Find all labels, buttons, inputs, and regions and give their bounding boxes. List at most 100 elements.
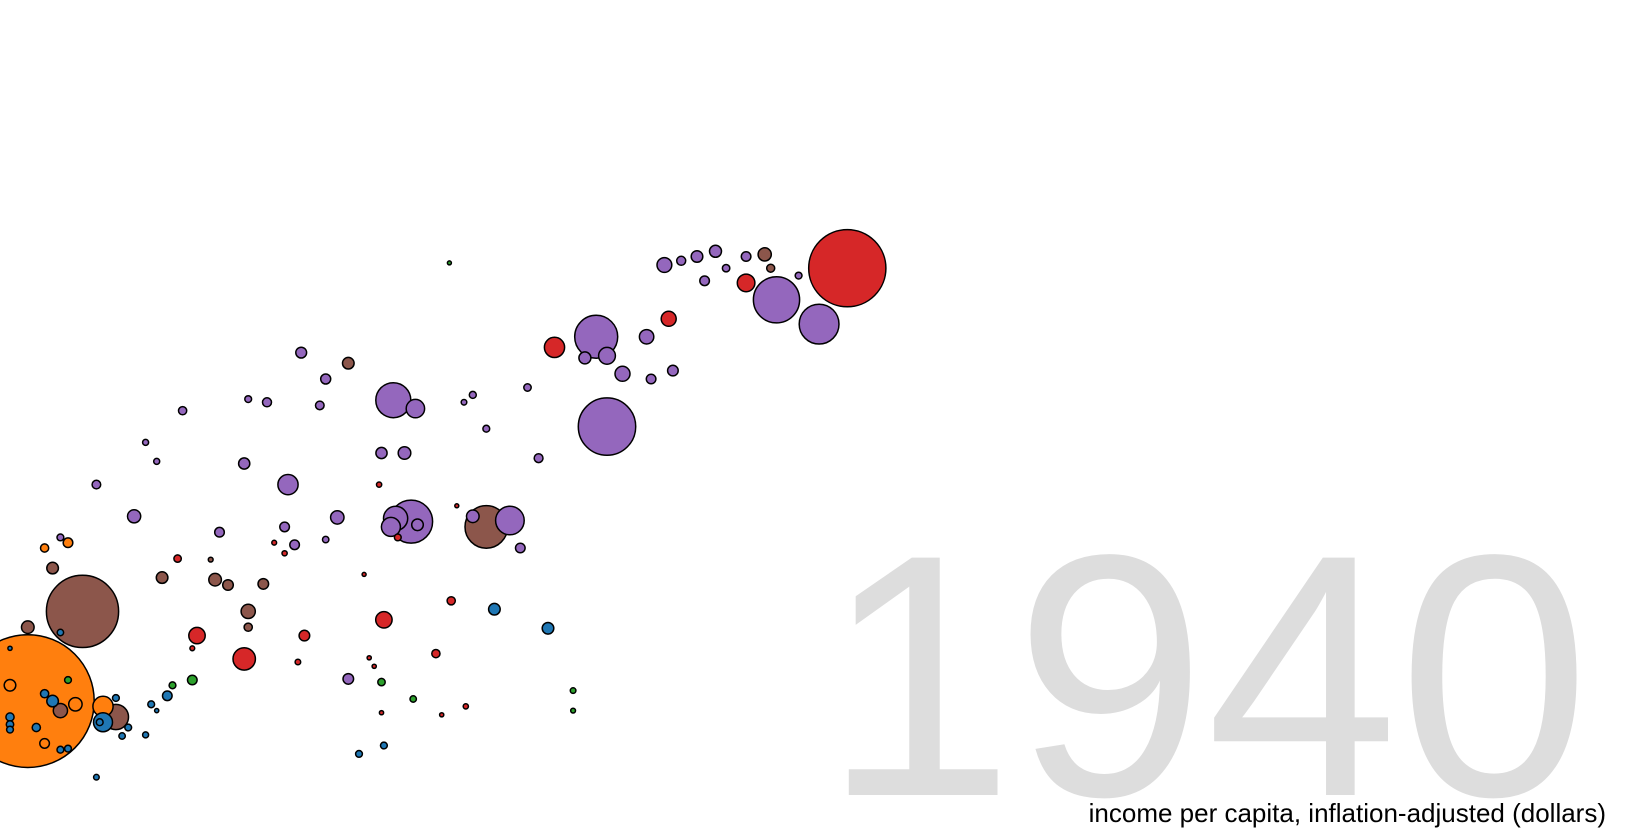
country-bubble: [366, 654, 373, 661]
x-axis-label: income per capita, inflation-adjusted (d…: [1089, 798, 1606, 828]
country-bubble: [438, 711, 445, 718]
country-bubble: [240, 603, 257, 620]
year-label: 1940: [823, 484, 1591, 832]
country-bubble: [597, 346, 617, 365]
country-bubble: [740, 250, 752, 263]
country-bubble: [177, 405, 188, 416]
country-bubble: [153, 707, 160, 714]
country-bubble: [454, 503, 460, 509]
country-bubble: [798, 303, 840, 345]
country-bubble: [675, 255, 687, 267]
country-bubble: [39, 737, 51, 749]
country-bubble: [690, 249, 704, 264]
country-bubble: [342, 672, 355, 685]
country-bubble: [468, 390, 478, 400]
country-bubble: [186, 674, 198, 686]
country-bubble: [699, 275, 711, 287]
country-bubble: [289, 539, 301, 551]
country-bubble: [45, 574, 120, 649]
country-bubble: [298, 629, 311, 642]
country-bubble: [569, 707, 577, 714]
country-bubble: [736, 273, 756, 293]
country-bubble: [807, 228, 887, 308]
country-bubble: [173, 554, 183, 564]
country-bubble: [431, 648, 441, 659]
country-bubble: [141, 731, 150, 739]
country-bubble: [213, 526, 226, 538]
country-bubble: [168, 681, 177, 690]
country-bubble: [757, 247, 773, 262]
country-bubble: [188, 626, 206, 645]
country-bubble: [329, 509, 345, 525]
country-bubble: [7, 645, 13, 652]
country-bubble: [207, 556, 214, 563]
country-bubble: [577, 397, 637, 457]
country-bubble: [321, 535, 330, 544]
country-bubble: [446, 260, 453, 266]
country-bubble: [95, 718, 104, 727]
country-bubble: [5, 712, 15, 722]
country-bubble: [56, 745, 65, 754]
country-bubble: [67, 696, 83, 712]
country-bubble: [5, 725, 15, 734]
country-bubble: [271, 539, 278, 546]
country-bubble: [409, 695, 418, 703]
country-bubble: [569, 687, 577, 695]
country-bubble: [243, 622, 254, 633]
country-bubble: [63, 744, 73, 753]
country-bubble: [294, 658, 302, 666]
country-bubble: [379, 741, 389, 750]
country-bubble: [660, 310, 677, 328]
country-bubble: [374, 610, 393, 629]
country-bubble: [375, 446, 388, 460]
country-bubble: [543, 336, 566, 359]
country-bubble: [578, 351, 592, 365]
country-bubble: [279, 521, 291, 533]
country-bubble: [397, 445, 412, 461]
country-bubble: [31, 722, 42, 733]
country-bubble: [666, 364, 679, 377]
country-bubble: [124, 723, 133, 732]
country-bubble: [261, 397, 273, 408]
country-bubble: [614, 365, 631, 383]
country-bubble: [380, 516, 402, 538]
country-bubble: [378, 709, 385, 716]
country-bubble: [147, 700, 156, 709]
country-bubble: [656, 256, 673, 274]
country-bubble: [92, 773, 100, 781]
country-bubble: [118, 732, 127, 740]
country-bubble: [314, 400, 325, 411]
country-bubble: [487, 602, 501, 616]
country-bubble: [161, 690, 173, 702]
country-bubble: [56, 628, 65, 637]
country-bubble: [341, 356, 355, 370]
country-bubble: [277, 473, 299, 496]
country-bubble: [126, 508, 142, 524]
country-bubble: [638, 328, 655, 345]
country-bubble: [514, 542, 526, 554]
country-bubble: [721, 263, 731, 273]
country-bubble: [232, 646, 257, 671]
country-bubble: [375, 481, 383, 488]
country-bubble: [152, 457, 161, 466]
country-bubble: [405, 398, 426, 419]
country-bubble: [752, 275, 801, 324]
country-bubble: [410, 518, 425, 532]
country-bubble: [52, 702, 69, 719]
country-bubble: [465, 509, 480, 524]
country-bubble: [20, 620, 35, 635]
country-bubble: [63, 675, 73, 685]
country-bubble: [354, 749, 364, 759]
country-bubble: [155, 571, 169, 585]
country-bubble: [446, 595, 457, 606]
country-bubble: [46, 561, 60, 575]
country-bubble: [221, 578, 235, 592]
country-bubble: [39, 543, 50, 553]
country-bubble: [39, 688, 50, 699]
country-bubble: [244, 394, 253, 404]
country-bubble: [91, 479, 102, 490]
country-bubble: [494, 505, 525, 536]
country-bubble: [361, 571, 367, 578]
country-bubble: [237, 457, 251, 470]
